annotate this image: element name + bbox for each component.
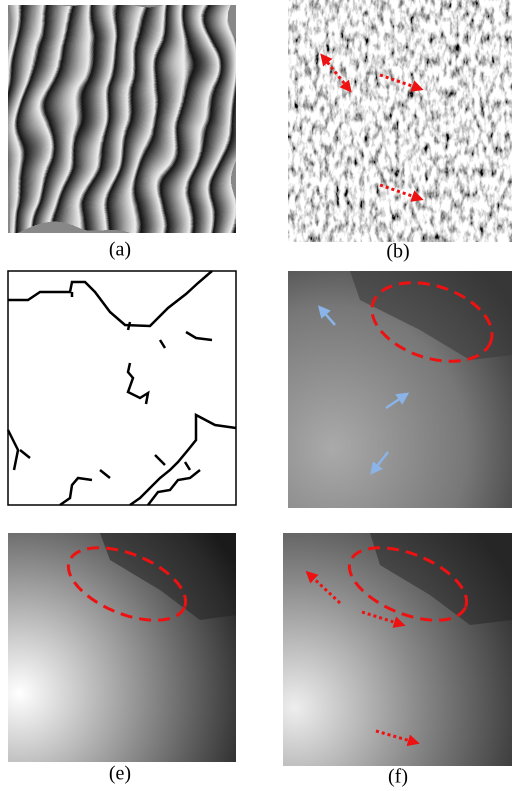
- caption: (b): [386, 241, 409, 263]
- caption: (e): [109, 763, 131, 785]
- panel-a-image: [8, 5, 236, 233]
- panel-e: [8, 533, 236, 762]
- caption: (f): [388, 766, 408, 788]
- figure: (a) (b) (e): [0, 0, 512, 791]
- panel-a: [8, 5, 236, 233]
- panel-f: [283, 533, 512, 766]
- panel-b-image: [288, 0, 512, 242]
- caption: (a): [109, 239, 131, 261]
- panel-c: [8, 271, 236, 505]
- panel-b: [288, 0, 512, 242]
- panel-d: [288, 269, 512, 508]
- panel-c-frame: [8, 271, 236, 505]
